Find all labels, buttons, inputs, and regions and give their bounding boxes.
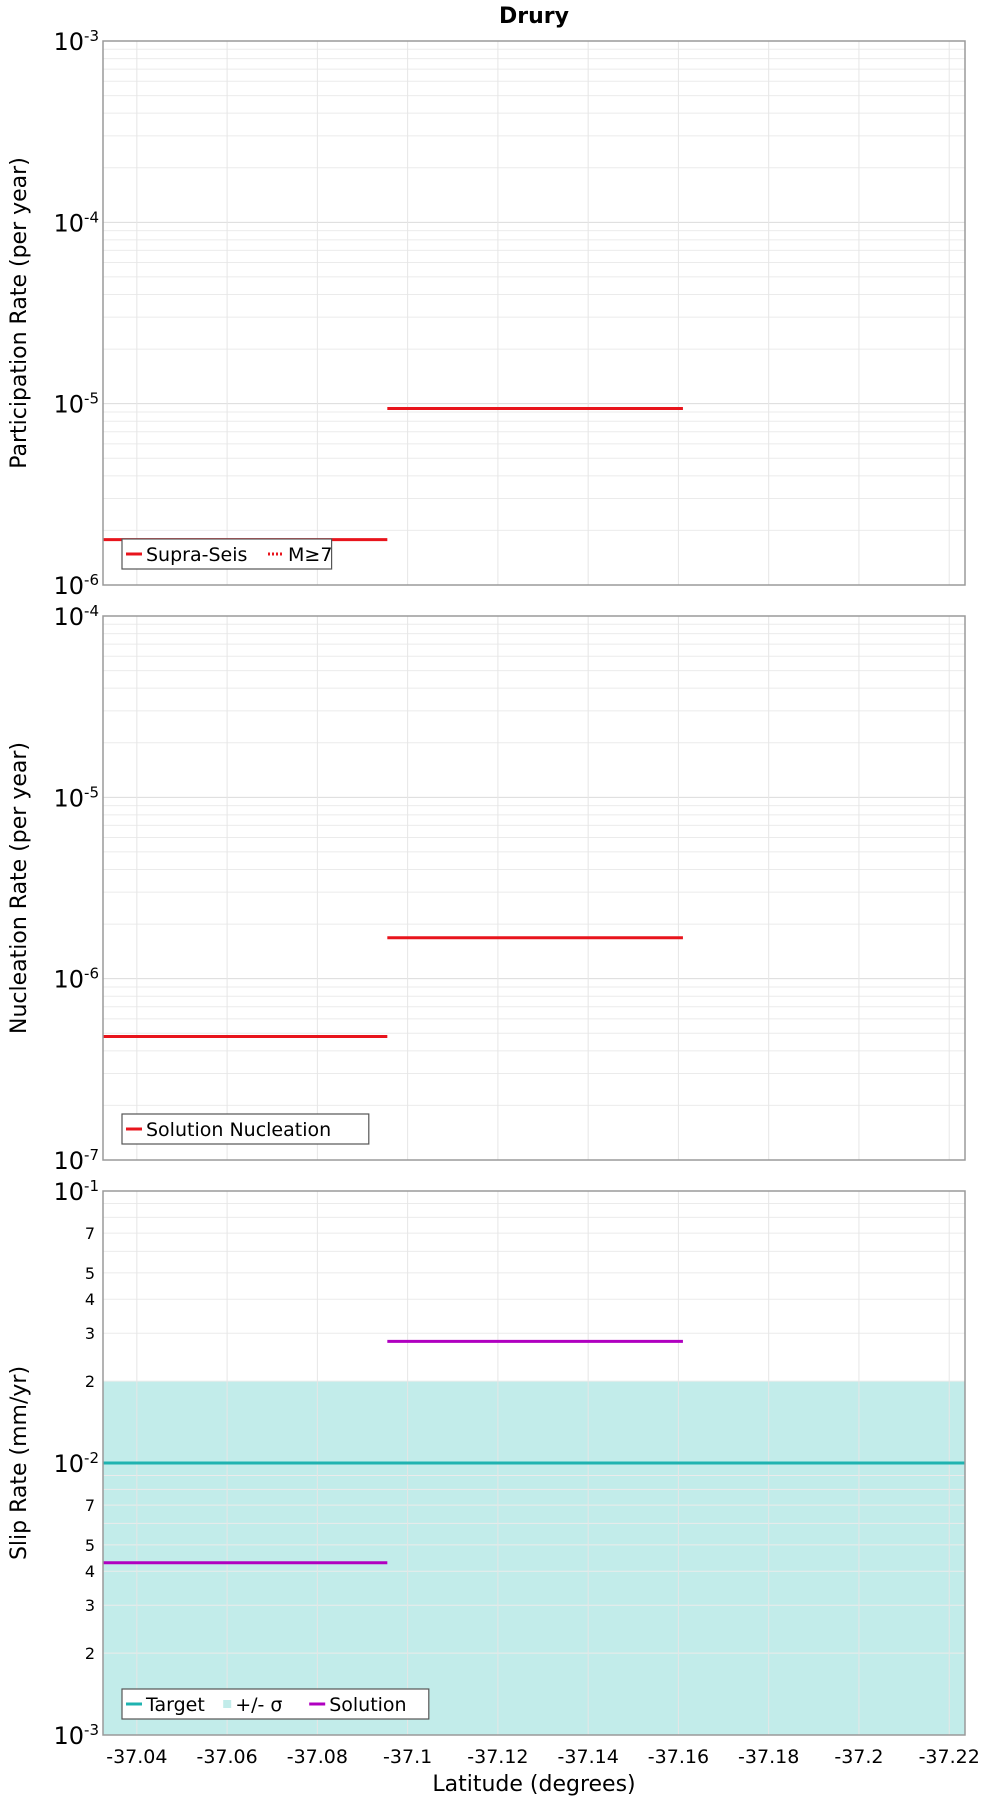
y-tick-label: 10-5 <box>53 783 99 812</box>
y-minor-tick-label: 7 <box>85 1224 95 1243</box>
x-axis-label: Latitude (degrees) <box>432 1772 635 1797</box>
legend: Supra-Seis M≥7 <box>121 538 333 570</box>
x-tick-label: -37.22 <box>919 1746 980 1768</box>
y-tick-label: 10-4 <box>53 602 99 631</box>
legend-label: Supra-Seis <box>146 544 247 566</box>
y-tick-label: 10-6 <box>53 571 99 600</box>
plot-area <box>103 41 965 585</box>
y-tick-label: 10-3 <box>53 1721 99 1750</box>
y-tick-label: 10-5 <box>53 390 99 419</box>
plot-frame <box>102 40 966 586</box>
y-minor-tick-label: 5 <box>85 1264 95 1283</box>
x-tick-label: -37.14 <box>558 1746 619 1768</box>
y-minor-tick-label: 2 <box>85 1644 95 1663</box>
y-minor-tick-label: 4 <box>85 1290 95 1309</box>
x-tick-label: -37.12 <box>467 1746 528 1768</box>
y-tick-label: 10-1 <box>53 1177 99 1206</box>
x-tick-label: -37.08 <box>287 1746 348 1768</box>
y-axis-label: Slip Rate (mm/yr) <box>7 1366 32 1560</box>
plot-frame <box>102 615 966 1161</box>
panel-slip: 10-3 10-2 10-1 2 3 4 5 7 2 3 4 5 7 Slip Rate (mm/yr) T… <box>7 1177 980 1797</box>
y-tick-label: 10-2 <box>53 1449 99 1478</box>
x-tick-label: -37.18 <box>738 1746 799 1768</box>
x-tick-label: -37.1 <box>383 1746 432 1768</box>
legend: Target +/- σ Solution <box>121 1688 430 1720</box>
legend-box <box>121 1113 370 1145</box>
y-tick-label: 10-7 <box>53 1146 99 1175</box>
plot-area <box>103 616 965 1160</box>
legend-swatch-band <box>223 1700 232 1708</box>
y-axis-label: Nucleation Rate (per year) <box>7 742 32 1034</box>
y-minor-tick-label: 3 <box>85 1324 95 1343</box>
y-tick-label: 10-4 <box>53 208 99 237</box>
chart-title: Drury <box>499 4 569 29</box>
panel-participation: 10-6 10-5 10-4 10-3 Participation Rate (per … <box>7 27 966 600</box>
y-axis-label: Participation Rate (per year) <box>7 157 32 469</box>
legend-box <box>121 1688 430 1720</box>
legend-label: Solution <box>329 1694 406 1716</box>
y-minor-tick-label: 5 <box>85 1536 95 1555</box>
panel-nucleation: 10-7 10-6 10-5 10-4 Nucleation Rate (per yea… <box>7 602 966 1175</box>
sigma-band <box>103 1381 965 1735</box>
legend-label: +/- σ <box>235 1694 282 1716</box>
y-minor-tick-label: 7 <box>85 1496 95 1515</box>
y-tick-label: 10-3 <box>53 27 99 56</box>
legend-label: Target <box>145 1694 205 1716</box>
x-tick-label: -37.2 <box>834 1746 883 1768</box>
y-tick-label: 10-6 <box>53 965 99 994</box>
x-tick-label: -37.06 <box>196 1746 257 1768</box>
x-tick-label: -37.16 <box>648 1746 709 1768</box>
x-tick-label: -37.04 <box>106 1746 167 1768</box>
y-minor-tick-label: 2 <box>85 1372 95 1391</box>
legend-label: M≥7 <box>288 544 332 566</box>
y-minor-tick-label: 3 <box>85 1596 95 1615</box>
legend: Solution Nucleation <box>121 1113 370 1145</box>
plot-frame <box>102 1190 966 1736</box>
y-minor-tick-label: 4 <box>85 1562 95 1581</box>
legend-label: Solution Nucleation <box>146 1119 331 1141</box>
legend-box <box>121 538 333 570</box>
